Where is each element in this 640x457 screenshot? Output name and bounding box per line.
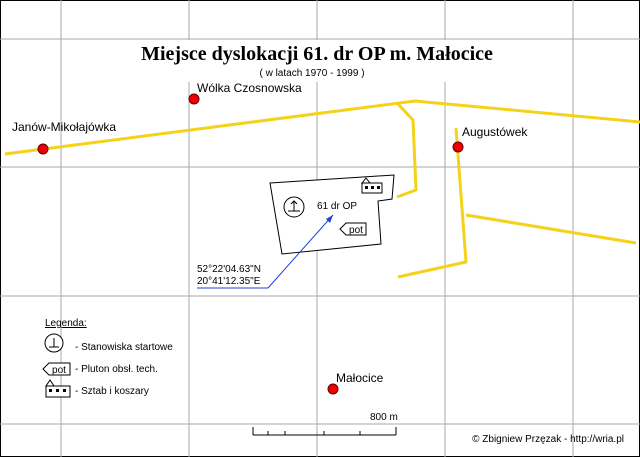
legend-pot: [42, 362, 71, 376]
legend-item: - Stanowiska startowe: [75, 342, 173, 353]
legend-item: - Sztab i koszary: [75, 386, 149, 397]
pot-label: pot: [349, 225, 363, 236]
town-marker: [327, 383, 339, 395]
roads: [4, 99, 640, 279]
legend-hq: [45, 379, 71, 398]
title-box: [125, 40, 510, 82]
title: Miejsce dyslokacji 61. dr OP m. Małocice: [141, 43, 493, 65]
pointer: [267, 214, 334, 289]
town-label: Wólka Czosnowska: [197, 81, 302, 95]
hq-icon: [360, 177, 383, 194]
town-marker: [452, 141, 464, 153]
pointer-head: [326, 215, 333, 223]
subtitle: ( w latach 1970 - 1999 ): [259, 68, 364, 79]
latitude: 52°22'04.63"N: [197, 264, 261, 275]
pot-icon: [339, 222, 367, 236]
credit: © Zbigniew Przęzak - http://wria.pl: [472, 434, 624, 445]
legend-launcher: [44, 333, 64, 353]
legend-item: - Pluton obsł. tech.: [75, 364, 158, 375]
legend-title: Legenda:: [45, 318, 87, 329]
longitude: 20°41'12.35"E: [197, 276, 261, 287]
town-label: Augustówek: [462, 125, 528, 139]
legend-pot-label: pot: [52, 365, 66, 376]
town-marker: [188, 93, 200, 105]
launcher-icon: [283, 196, 305, 218]
town-label: Janów-Mikołajówka: [12, 120, 116, 134]
site-label: 61 dr OP: [317, 201, 357, 212]
town-marker: [37, 143, 49, 155]
scale-label: 800 m: [370, 412, 398, 423]
town-label: Małocice: [336, 371, 384, 385]
scale-bar: [252, 427, 397, 436]
